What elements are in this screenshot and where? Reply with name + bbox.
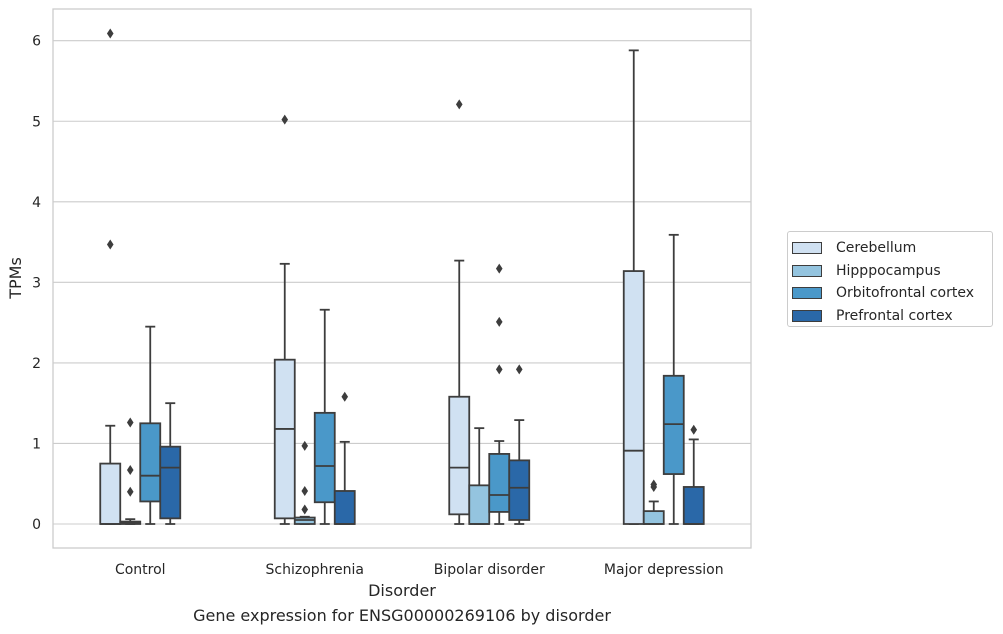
box-group bbox=[622, 49, 705, 525]
legend-swatch bbox=[792, 264, 822, 277]
outlier-marker bbox=[126, 486, 134, 497]
box-orbitofrontal-cortex bbox=[313, 308, 336, 525]
legend-label: Hipppocampus bbox=[836, 262, 941, 279]
legend-swatch bbox=[792, 287, 822, 300]
outlier-marker bbox=[495, 364, 503, 375]
y-axis-label: TPMs bbox=[6, 257, 25, 300]
chart-caption: Gene expression for ENSG00000269106 by d… bbox=[193, 606, 611, 625]
box-orbitofrontal-cortex bbox=[139, 325, 162, 525]
legend-item: Hipppocampus bbox=[792, 260, 992, 283]
legend: Cerebellum Hipppocampus Orbitofrontal cort… bbox=[787, 231, 993, 327]
box-hipppocampus bbox=[293, 440, 316, 525]
box-body bbox=[313, 411, 336, 504]
legend-swatch bbox=[792, 242, 822, 255]
box-hipppocampus bbox=[468, 427, 491, 525]
legend-label: Orbitofrontal cortex bbox=[836, 285, 974, 302]
outlier-marker bbox=[495, 263, 503, 274]
outlier-marker bbox=[301, 504, 309, 515]
x-tick-label: Major depression bbox=[604, 562, 724, 578]
x-tick-label: Schizophrenia bbox=[266, 562, 364, 578]
box-prefrontal-cortex bbox=[508, 364, 531, 525]
box-body bbox=[508, 459, 531, 521]
x-axis-label: Disorder bbox=[368, 581, 436, 600]
outlier-marker bbox=[106, 28, 114, 39]
legend-item: Orbitofrontal cortex bbox=[792, 282, 992, 305]
box-group bbox=[99, 28, 182, 525]
outlier-marker bbox=[650, 479, 658, 490]
outlier-marker bbox=[341, 391, 349, 402]
plot-frame bbox=[52, 8, 752, 549]
box-body bbox=[159, 445, 182, 520]
box-cerebellum bbox=[448, 99, 471, 525]
gridlines bbox=[53, 40, 751, 525]
x-tick-labels: Control Schizophrenia Bipolar disorder Majo… bbox=[115, 562, 724, 578]
box-group bbox=[448, 99, 531, 525]
box-cerebellum bbox=[273, 114, 296, 525]
box-prefrontal-cortex bbox=[159, 402, 182, 525]
legend-item: Cerebellum bbox=[792, 237, 992, 260]
box-body bbox=[468, 484, 491, 525]
box-body bbox=[333, 490, 356, 525]
outlier-marker bbox=[126, 417, 134, 428]
box-body bbox=[448, 395, 471, 516]
x-tick-label: Control bbox=[115, 562, 166, 578]
box-prefrontal-cortex bbox=[333, 391, 356, 525]
legend-label: Prefrontal cortex bbox=[836, 307, 953, 324]
legend-swatch bbox=[792, 309, 822, 322]
legend-item: Prefrontal cortex bbox=[792, 305, 992, 328]
box-orbitofrontal-cortex bbox=[488, 263, 511, 525]
box-body bbox=[273, 358, 296, 520]
box-hipppocampus bbox=[119, 417, 142, 525]
box-body bbox=[488, 453, 511, 513]
y-tick-labels: 0 1 2 3 4 5 6 bbox=[32, 34, 41, 533]
box-group bbox=[273, 114, 356, 525]
x-tick-label: Bipolar disorder bbox=[434, 562, 545, 578]
box-prefrontal-cortex bbox=[682, 424, 705, 525]
box-cerebellum bbox=[99, 28, 122, 525]
box-body bbox=[622, 270, 645, 525]
box-body bbox=[99, 462, 122, 525]
outlier-marker bbox=[690, 424, 698, 435]
y-tick-label: 4 bbox=[32, 195, 41, 211]
legend-label: Cerebellum bbox=[836, 240, 917, 257]
box-body bbox=[682, 486, 705, 525]
box-body bbox=[139, 422, 162, 503]
outlier-marker bbox=[281, 114, 289, 125]
outlier-marker bbox=[301, 440, 309, 451]
y-tick-label: 6 bbox=[32, 34, 41, 50]
box-body bbox=[642, 510, 665, 525]
y-tick-label: 1 bbox=[32, 436, 41, 452]
y-tick-label: 5 bbox=[32, 114, 41, 130]
outlier-marker bbox=[455, 99, 463, 110]
box-groups bbox=[99, 28, 705, 525]
outlier-marker bbox=[495, 316, 503, 327]
y-tick-label: 3 bbox=[32, 275, 41, 291]
outlier-marker bbox=[106, 239, 114, 250]
box-orbitofrontal-cortex bbox=[662, 233, 685, 525]
outlier-marker bbox=[301, 485, 309, 496]
outlier-marker bbox=[126, 465, 134, 476]
outlier-marker bbox=[515, 364, 523, 375]
box-cerebellum bbox=[622, 49, 645, 525]
box-hipppocampus bbox=[642, 479, 665, 525]
y-tick-label: 0 bbox=[32, 517, 41, 533]
y-tick-label: 2 bbox=[32, 356, 41, 372]
